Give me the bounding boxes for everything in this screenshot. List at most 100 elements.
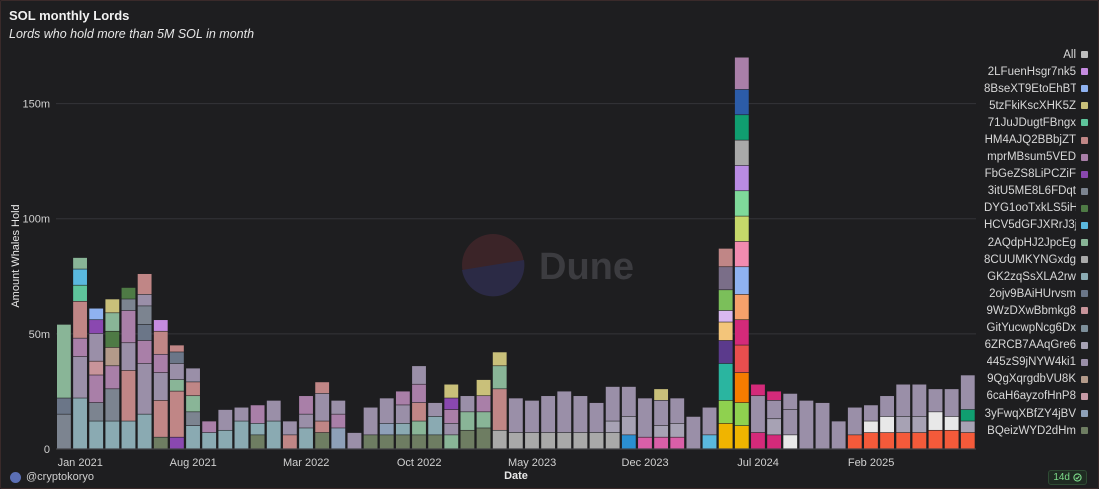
bar-segment[interactable] <box>250 405 265 424</box>
bar-stack-2021-12[interactable] <box>250 405 265 449</box>
bar-segment[interactable] <box>412 421 426 435</box>
bar-segment[interactable] <box>815 402 830 449</box>
bar-segment[interactable] <box>718 340 733 364</box>
bar-stack-2021-07[interactable] <box>169 345 184 449</box>
bar-segment[interactable] <box>734 425 749 449</box>
bar-segment[interactable] <box>73 398 87 449</box>
bar-segment[interactable] <box>654 425 669 437</box>
bar-segment[interactable] <box>89 333 104 361</box>
bar-segment[interactable] <box>767 400 782 419</box>
bar-stack-2024-12[interactable] <box>831 421 846 449</box>
bar-segment[interactable] <box>73 338 87 357</box>
bar-stack-2024-01[interactable] <box>654 389 669 449</box>
bar-segment[interactable] <box>734 216 749 242</box>
bar-segment[interactable] <box>783 435 798 449</box>
bar-segment[interactable] <box>89 361 104 375</box>
bar-segment[interactable] <box>137 340 152 364</box>
bar-segment[interactable] <box>379 423 394 435</box>
bar-segment[interactable] <box>347 432 362 449</box>
bar-segment[interactable] <box>89 402 104 421</box>
bar-segment[interactable] <box>89 320 104 334</box>
bar-segment[interactable] <box>299 428 313 449</box>
bar-segment[interactable] <box>734 402 749 426</box>
bar-stack-2023-05[interactable] <box>525 400 539 449</box>
bar-segment[interactable] <box>573 396 588 433</box>
bar-segment[interactable] <box>153 331 168 354</box>
bar-segment[interactable] <box>169 363 184 380</box>
bar-segment[interactable] <box>315 432 330 449</box>
bar-segment[interactable] <box>525 400 539 433</box>
bar-segment[interactable] <box>331 414 346 428</box>
bar-segment[interactable] <box>492 389 507 430</box>
bar-segment[interactable] <box>847 435 862 449</box>
bar-segment[interactable] <box>137 414 152 449</box>
bar-segment[interactable] <box>89 421 104 449</box>
bar-segment[interactable] <box>541 432 556 449</box>
legend-item[interactable]: 3itU5ME8L6FDqt <box>978 183 1088 200</box>
bar-segment[interactable] <box>186 368 200 382</box>
bar-segment[interactable] <box>944 430 959 449</box>
legend-item[interactable]: HM4AJQ2BBbjZT <box>978 131 1088 148</box>
bar-segment[interactable] <box>783 393 798 410</box>
bar-stack-2022-05[interactable] <box>331 400 346 449</box>
bar-stack-2024-09[interactable] <box>783 393 798 449</box>
bar-stack-2025-07[interactable] <box>944 389 959 449</box>
bar-segment[interactable] <box>137 273 152 295</box>
bar-stack-2022-10[interactable] <box>412 366 426 449</box>
bar-stack-2025-01[interactable] <box>847 407 862 449</box>
legend-item[interactable]: HCV5dGFJXRrJ3j <box>978 217 1088 234</box>
refresh-badge[interactable]: 14d <box>1048 470 1087 485</box>
bar-segment[interactable] <box>557 432 572 449</box>
bar-segment[interactable] <box>363 407 378 435</box>
bar-stack-2022-02[interactable] <box>282 421 297 449</box>
bar-segment[interactable] <box>767 391 782 401</box>
bar-stack-2022-09[interactable] <box>395 391 410 449</box>
bar-segment[interactable] <box>557 391 572 433</box>
bar-segment[interactable] <box>153 373 168 401</box>
bar-segment[interactable] <box>508 398 523 433</box>
bar-segment[interactable] <box>573 432 588 449</box>
bar-segment[interactable] <box>718 363 733 401</box>
legend-item[interactable]: 8BseXT9EtoEhBT <box>978 80 1088 97</box>
bar-segment[interactable] <box>702 435 717 449</box>
bar-stack-2023-07[interactable] <box>557 391 572 449</box>
bar-segment[interactable] <box>718 290 733 311</box>
bar-segment[interactable] <box>621 435 636 449</box>
bar-segment[interactable] <box>153 320 168 331</box>
bar-segment[interactable] <box>928 412 943 430</box>
bar-segment[interactable] <box>960 409 975 421</box>
bar-segment[interactable] <box>654 437 669 449</box>
bar-segment[interactable] <box>734 115 749 140</box>
author[interactable]: @cryptokoryo <box>10 471 94 483</box>
bar-segment[interactable] <box>234 421 249 449</box>
bar-segment[interactable] <box>638 398 652 437</box>
bar-segment[interactable] <box>476 379 491 396</box>
bar-stack-2023-04[interactable] <box>508 398 523 449</box>
bar-stack-2023-06[interactable] <box>541 396 556 449</box>
bar-segment[interactable] <box>896 384 911 417</box>
bar-segment[interactable] <box>121 310 136 343</box>
legend-item[interactable]: 2ojv9BAiHUrvsm <box>978 285 1088 302</box>
bar-stack-2024-04[interactable] <box>702 407 717 449</box>
legend-item[interactable]: FbGeZS8LiPCZiF <box>978 166 1088 183</box>
bar-segment[interactable] <box>718 248 733 267</box>
bar-segment[interactable] <box>589 432 604 449</box>
bar-segment[interactable] <box>605 432 620 449</box>
bar-segment[interactable] <box>880 432 894 449</box>
legend-item[interactable]: 6ZRCB7AAqGre6 <box>978 337 1088 354</box>
bar-segment[interactable] <box>734 165 749 191</box>
bar-segment[interactable] <box>57 414 71 449</box>
bar-segment[interactable] <box>186 382 200 396</box>
bar-segment[interactable] <box>444 435 459 449</box>
bar-segment[interactable] <box>121 343 136 371</box>
bar-segment[interactable] <box>896 432 911 449</box>
bar-stack-2024-11[interactable] <box>815 402 830 449</box>
bar-segment[interactable] <box>315 382 330 394</box>
bar-segment[interactable] <box>960 375 975 410</box>
bar-segment[interactable] <box>718 322 733 341</box>
bar-segment[interactable] <box>73 285 87 302</box>
bar-segment[interactable] <box>476 412 491 428</box>
bar-stack-2025-04[interactable] <box>896 384 911 449</box>
bar-segment[interactable] <box>121 299 136 311</box>
bar-segment[interactable] <box>412 384 426 403</box>
